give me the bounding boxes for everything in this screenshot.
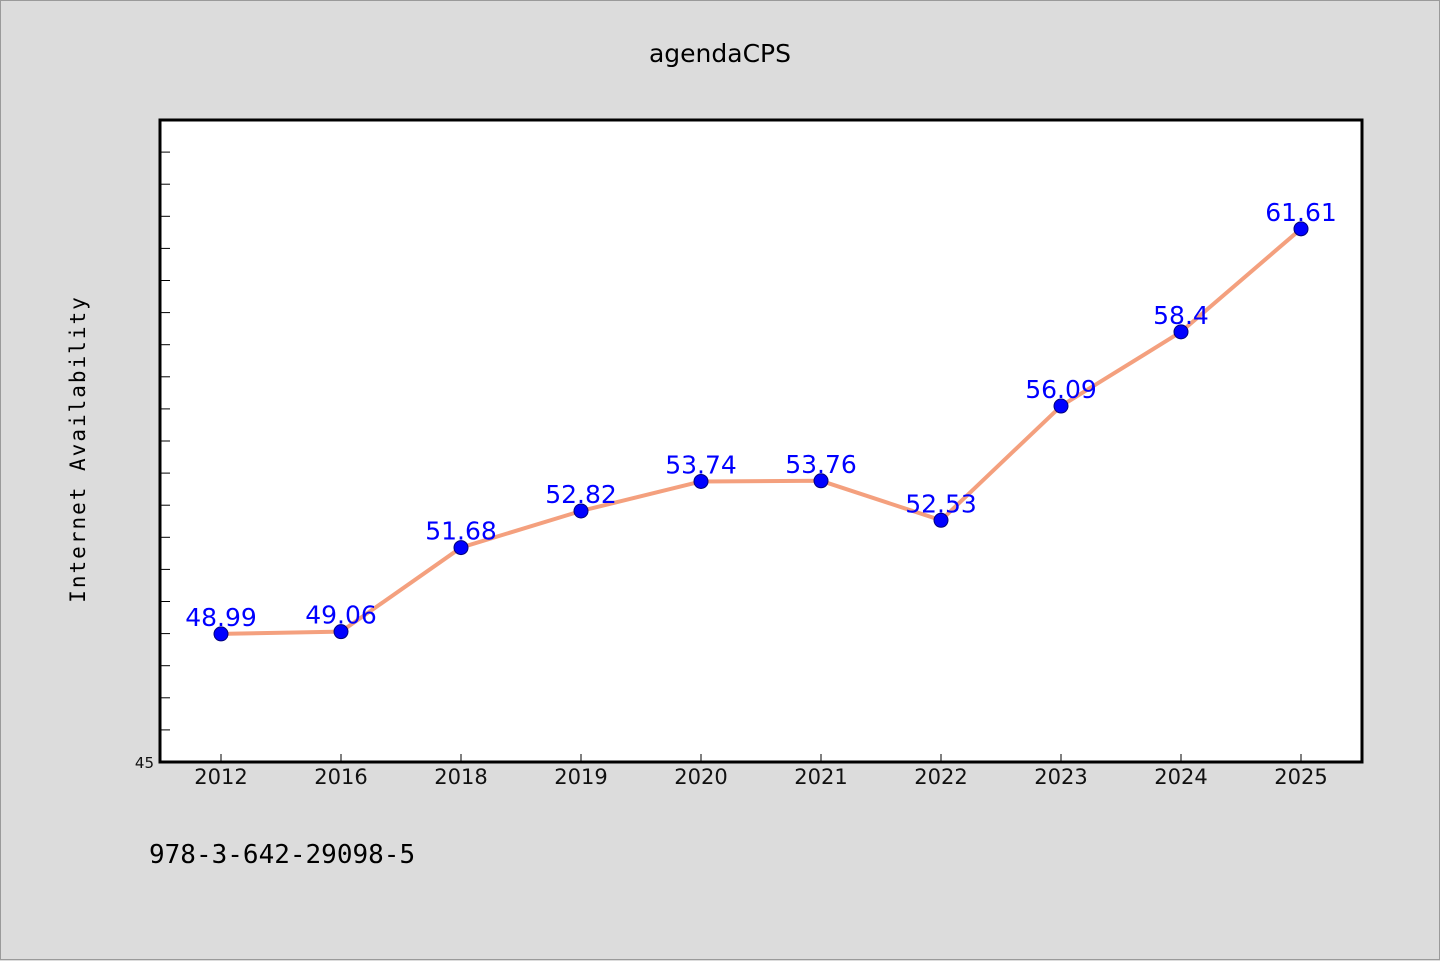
x-tick-label: 2023 [1034, 765, 1087, 789]
series-line [219, 226, 1303, 636]
y-tick-label-min: 45 [135, 754, 154, 772]
data-point [1293, 221, 1309, 237]
data-point [333, 624, 349, 640]
data-point [1173, 324, 1189, 340]
data-point [813, 473, 829, 489]
chart-title: agendaCPS [649, 39, 791, 68]
x-tick-label: 2020 [674, 765, 727, 789]
data-point [693, 473, 709, 489]
data-point [573, 503, 589, 519]
x-tick-label: 2019 [554, 765, 607, 789]
x-axis-ticks: 2012 2016 2018 2019 2020 2021 2022 2023 2024 2025 [194, 754, 1328, 789]
data-point [1053, 398, 1069, 414]
x-tick-label: 2016 [314, 765, 367, 789]
data-point [213, 626, 229, 642]
x-tick-label: 2025 [1274, 765, 1327, 789]
data-point [933, 512, 949, 528]
y-axis-label: Internet Availability [66, 295, 90, 603]
x-tick-label: 2022 [914, 765, 967, 789]
footer-isbn: 978-3-642-29098-5 [149, 840, 415, 870]
data-point [453, 540, 469, 556]
y-axis-ticks [160, 151, 170, 731]
plot-area [158, 118, 1364, 764]
x-tick-label: 2021 [794, 765, 847, 789]
x-tick-label: 2024 [1154, 765, 1207, 789]
x-tick-label: 2012 [194, 765, 247, 789]
x-tick-label: 2018 [434, 765, 487, 789]
